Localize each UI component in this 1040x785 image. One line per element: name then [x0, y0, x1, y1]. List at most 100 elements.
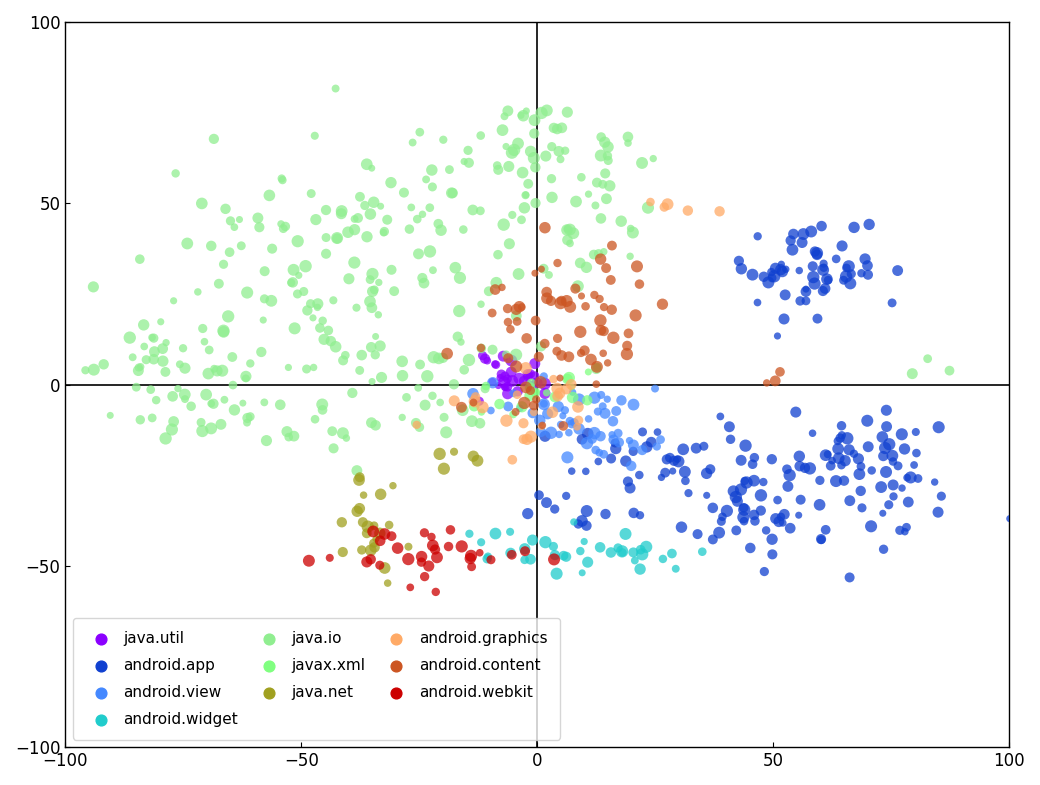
- Point: [522, 145, 539, 158]
- Point: [525, 406, 542, 418]
- Point: [638, 541, 654, 553]
- Point: [609, 427, 626, 440]
- Point: [813, 220, 830, 232]
- Point: [477, 380, 494, 392]
- Point: [189, 286, 206, 298]
- Point: [349, 212, 366, 225]
- Point: [823, 459, 839, 472]
- Point: [530, 489, 547, 502]
- Point: [732, 484, 749, 496]
- Point: [631, 469, 648, 481]
- Point: [511, 301, 527, 313]
- Point: [298, 363, 315, 375]
- Point: [578, 520, 595, 532]
- Point: [570, 280, 587, 293]
- Point: [519, 433, 536, 446]
- Point: [573, 290, 590, 302]
- Point: [544, 406, 561, 418]
- Point: [289, 287, 306, 300]
- Point: [537, 430, 553, 443]
- Point: [830, 452, 847, 465]
- Point: [885, 455, 902, 468]
- Point: [400, 553, 417, 565]
- Point: [355, 516, 371, 528]
- Point: [423, 531, 440, 543]
- Point: [318, 247, 335, 260]
- Point: [578, 436, 595, 449]
- Point: [579, 427, 596, 440]
- Point: [595, 347, 612, 360]
- Point: [566, 416, 582, 429]
- Point: [779, 463, 796, 476]
- Point: [479, 550, 496, 563]
- Point: [561, 426, 577, 439]
- Point: [625, 226, 642, 239]
- Point: [549, 332, 566, 345]
- Point: [804, 260, 821, 272]
- Point: [203, 239, 219, 252]
- Point: [467, 391, 484, 403]
- Point: [834, 239, 851, 252]
- Point: [517, 542, 534, 555]
- Point: [811, 474, 828, 487]
- Point: [896, 443, 913, 455]
- Point: [863, 464, 880, 476]
- Point: [370, 276, 387, 289]
- Point: [401, 223, 418, 235]
- Point: [537, 338, 553, 350]
- Point: [519, 507, 536, 520]
- Point: [704, 533, 721, 546]
- Point: [334, 516, 350, 528]
- Point: [381, 519, 397, 531]
- Point: [239, 287, 256, 299]
- Point: [603, 304, 620, 316]
- Point: [215, 326, 232, 338]
- Point: [503, 146, 520, 159]
- Point: [432, 447, 448, 460]
- Point: [417, 399, 434, 411]
- Point: [658, 453, 675, 466]
- Point: [179, 237, 196, 250]
- Point: [504, 374, 521, 387]
- Point: [256, 396, 272, 409]
- Point: [490, 163, 506, 176]
- Point: [838, 270, 855, 283]
- Point: [348, 301, 365, 314]
- Point: [285, 264, 302, 276]
- Point: [618, 455, 634, 467]
- Point: [592, 430, 608, 443]
- Point: [515, 417, 531, 429]
- Point: [933, 490, 950, 502]
- Point: [677, 466, 694, 478]
- Point: [520, 371, 537, 383]
- Point: [366, 541, 383, 553]
- Point: [764, 548, 781, 560]
- Point: [843, 268, 860, 280]
- Point: [376, 225, 393, 238]
- Point: [908, 447, 925, 459]
- Point: [528, 393, 545, 406]
- Point: [539, 286, 555, 298]
- Point: [394, 411, 411, 424]
- Point: [642, 195, 658, 208]
- Point: [546, 553, 563, 566]
- Point: [138, 353, 155, 366]
- Point: [464, 414, 480, 427]
- Point: [508, 406, 524, 418]
- Point: [595, 178, 612, 191]
- Point: [515, 433, 531, 445]
- Point: [215, 324, 232, 337]
- Point: [558, 223, 575, 235]
- Point: [255, 314, 271, 327]
- Point: [587, 392, 603, 404]
- Point: [500, 160, 517, 173]
- Point: [588, 199, 604, 212]
- Point: [384, 530, 400, 542]
- Point: [583, 433, 600, 445]
- Point: [53, 382, 70, 394]
- Point: [424, 539, 441, 552]
- Point: [714, 510, 731, 523]
- Point: [600, 141, 617, 153]
- Point: [737, 440, 754, 452]
- Point: [763, 453, 780, 466]
